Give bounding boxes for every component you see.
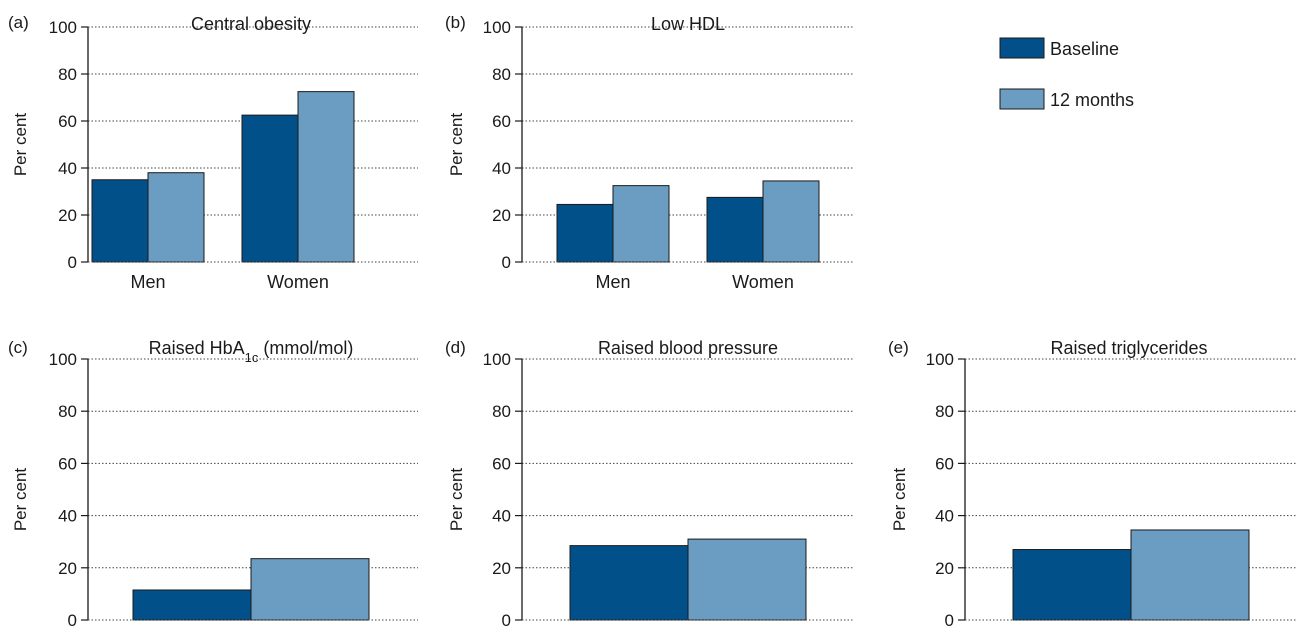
x-category-label: Women bbox=[732, 272, 794, 292]
chart-panel-4: 0 20 40 60 80 100 Per cent (d) Raised blood pres… bbox=[445, 338, 854, 630]
y-axis-label: Per cent bbox=[447, 113, 466, 177]
bar-baseline bbox=[569, 545, 689, 621]
y-tick-label: 80 bbox=[492, 65, 511, 84]
y-tick-label: 20 bbox=[58, 206, 77, 225]
panel-title: Raised blood pressure bbox=[598, 338, 778, 358]
panel-label: (e) bbox=[888, 338, 909, 357]
y-tick-label: 100 bbox=[49, 350, 77, 369]
bar-baseline bbox=[241, 114, 299, 263]
y-tick-label: 80 bbox=[935, 402, 954, 421]
chart-panel-1: 0 20 40 60 80 100 Men Women Per cent (a) Central o… bbox=[8, 13, 418, 292]
y-axis-label: Per cent bbox=[890, 468, 909, 532]
y-tick-label: 20 bbox=[492, 206, 511, 225]
y-tick-label: 40 bbox=[492, 159, 511, 178]
y-tick-label: 20 bbox=[935, 559, 954, 578]
legend: Baseline 12 months bbox=[999, 37, 1134, 110]
x-category-label: Women bbox=[267, 272, 329, 292]
y-tick-label: 0 bbox=[502, 253, 511, 272]
legend-swatch-12-months bbox=[999, 88, 1045, 110]
y-tick-label: 80 bbox=[58, 65, 77, 84]
y-tick-label: 0 bbox=[945, 611, 954, 630]
y-tick-label: 100 bbox=[483, 350, 511, 369]
y-tick-label: 0 bbox=[68, 611, 77, 630]
legend-swatch-baseline bbox=[999, 37, 1045, 59]
panel-title: Raised HbA1c (mmol/mol) bbox=[149, 338, 354, 365]
y-tick-label: 60 bbox=[58, 112, 77, 131]
y-axis-label: Per cent bbox=[447, 468, 466, 532]
panel-label: (c) bbox=[8, 338, 28, 357]
panel-label: (b) bbox=[445, 13, 466, 32]
panel-label: (a) bbox=[8, 13, 29, 32]
y-tick-label: 60 bbox=[935, 454, 954, 473]
bar-baseline bbox=[1012, 549, 1132, 621]
y-axis-label: Per cent bbox=[11, 113, 30, 177]
bar-12-months bbox=[687, 538, 807, 621]
panel-title: Low HDL bbox=[651, 14, 725, 34]
y-tick-label: 40 bbox=[935, 507, 954, 526]
y-tick-label: 40 bbox=[58, 507, 77, 526]
y-tick-label: 100 bbox=[483, 18, 511, 37]
panel-title: Central obesity bbox=[191, 14, 311, 34]
bar-12-months bbox=[147, 172, 205, 263]
bar-12-months bbox=[762, 180, 820, 263]
bar-baseline bbox=[706, 196, 764, 263]
legend-label-baseline: Baseline bbox=[1050, 39, 1119, 59]
y-axis-label: Per cent bbox=[11, 468, 30, 532]
bar-baseline bbox=[132, 589, 252, 621]
y-tick-label: 40 bbox=[492, 507, 511, 526]
x-category-label: Men bbox=[595, 272, 630, 292]
bar-12-months bbox=[250, 558, 370, 621]
bar-12-months bbox=[612, 185, 670, 263]
y-tick-label: 100 bbox=[49, 18, 77, 37]
panel-title: Raised triglycerides bbox=[1050, 338, 1207, 358]
bar-12-months bbox=[297, 91, 355, 263]
y-tick-label: 60 bbox=[492, 112, 511, 131]
y-tick-label: 0 bbox=[502, 611, 511, 630]
y-tick-label: 20 bbox=[492, 559, 511, 578]
y-tick-label: 80 bbox=[58, 402, 77, 421]
y-tick-label: 60 bbox=[58, 454, 77, 473]
y-tick-label: 60 bbox=[492, 454, 511, 473]
legend-label-12-months: 12 months bbox=[1050, 90, 1134, 110]
y-tick-label: 80 bbox=[492, 402, 511, 421]
bar-12-months bbox=[1130, 529, 1250, 621]
y-tick-label: 100 bbox=[926, 350, 954, 369]
bar-baseline bbox=[556, 203, 614, 263]
chart-panel-3: 0 20 40 60 80 100 Per cent (c) Raised HbA1c (mmo… bbox=[8, 338, 418, 630]
x-category-label: Men bbox=[130, 272, 165, 292]
y-tick-label: 40 bbox=[58, 159, 77, 178]
chart-panel-2: 0 20 40 60 80 100 Men Women Per cent (b) Low HDL bbox=[445, 13, 854, 292]
bar-baseline bbox=[91, 179, 149, 263]
panel-label: (d) bbox=[445, 338, 466, 357]
y-tick-label: 0 bbox=[68, 253, 77, 272]
chart-panel-5: 0 20 40 60 80 100 Per cent (e) Raised triglyceri… bbox=[888, 338, 1296, 630]
y-tick-label: 20 bbox=[58, 559, 77, 578]
